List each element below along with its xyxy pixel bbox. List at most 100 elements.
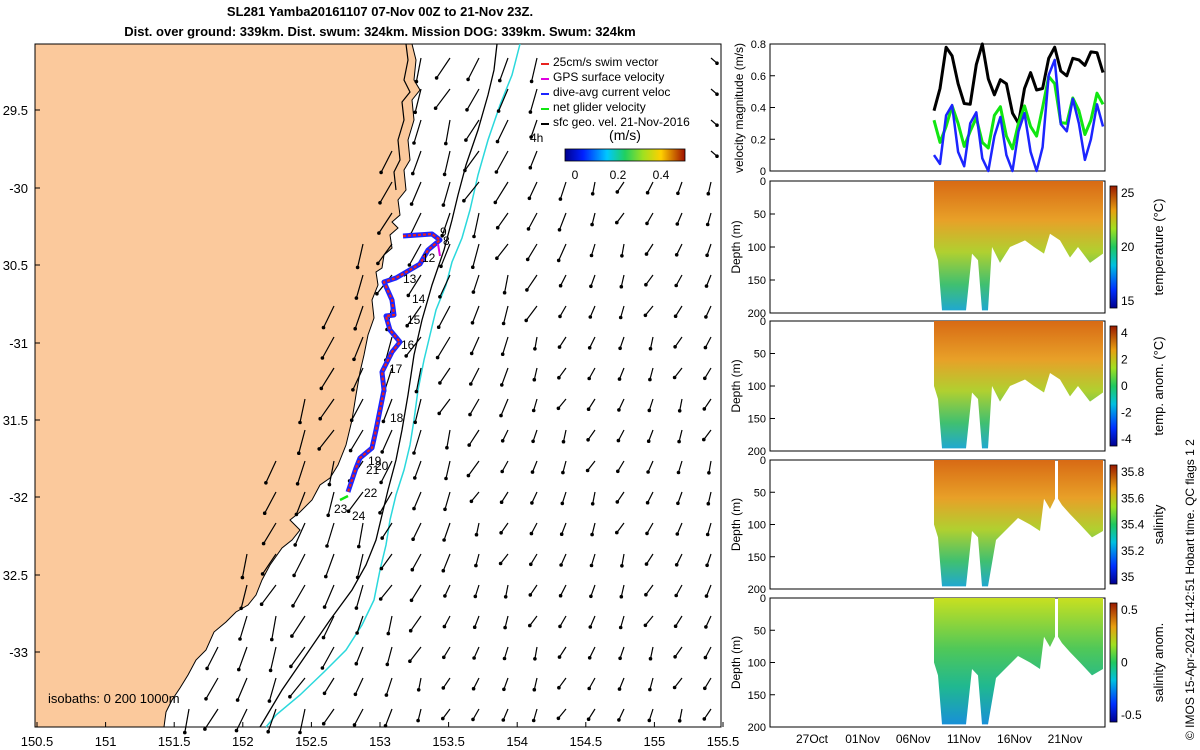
current-vector-head — [495, 139, 500, 144]
current-vector-head — [348, 448, 353, 453]
current-vector-head — [385, 662, 390, 667]
current-vector-head — [499, 531, 503, 535]
current-vector-head — [469, 351, 474, 356]
current-vector-head — [443, 594, 447, 598]
current-vector-head — [406, 293, 411, 298]
current-vector — [240, 584, 248, 609]
current-vector — [440, 243, 451, 267]
colorbar-tick-label: 4 — [1121, 326, 1128, 340]
current-vector — [412, 522, 422, 540]
current-vector-head — [673, 314, 678, 319]
current-vector-head — [444, 141, 448, 146]
current-vector-head — [411, 171, 415, 176]
current-vector-head — [556, 406, 561, 411]
current-vector — [707, 181, 712, 194]
current-vector — [617, 460, 625, 472]
current-vector — [381, 429, 393, 453]
current-vector-head — [466, 77, 470, 82]
current-vector — [322, 615, 335, 638]
current-vector — [504, 615, 509, 628]
current-vector-head — [473, 594, 478, 599]
current-vector-head — [411, 537, 415, 541]
time-tick-label: 27Oct — [796, 732, 829, 746]
current-vector-head — [412, 451, 416, 455]
current-vector-head — [588, 625, 593, 629]
current-vector — [378, 212, 393, 234]
current-vector-head — [529, 79, 534, 84]
current-vector-head — [320, 666, 325, 670]
track-day-label: 8 — [443, 234, 450, 248]
current-vector — [295, 491, 306, 515]
speed-colorbar — [564, 148, 686, 162]
velocity-ytick-label: 0.8 — [751, 39, 766, 51]
current-vector — [561, 491, 567, 504]
current-vector — [353, 336, 364, 360]
current-vector-head — [558, 314, 562, 319]
current-vector-head — [288, 694, 292, 699]
colorbar-tick-label: 0.2 — [610, 168, 627, 182]
current-vector — [264, 491, 277, 514]
map-xtick-label: 155.5 — [707, 734, 740, 749]
current-vector-head — [675, 222, 680, 226]
current-vector-head — [235, 698, 240, 702]
current-vector-head — [645, 221, 649, 226]
current-vector-head — [615, 500, 620, 504]
current-vector — [442, 553, 451, 571]
map-ytick-label: -33 — [9, 645, 28, 660]
current-vector-head — [501, 321, 506, 326]
current-vector-head — [586, 717, 591, 721]
current-vector-head — [645, 500, 650, 505]
current-vector-head — [349, 418, 354, 423]
current-vector — [413, 491, 422, 509]
colorbar-tick-label: 0 — [1121, 379, 1128, 393]
current-vector-head — [384, 693, 389, 697]
current-vector — [676, 212, 683, 225]
legend-label: net glider velocity — [553, 100, 646, 114]
current-vector-head — [525, 257, 530, 262]
plot-title-line2: Dist. over ground: 339km. Dist. swum: 32… — [124, 24, 636, 39]
current-vector — [589, 336, 596, 349]
section-ytick-label: 100 — [748, 381, 766, 393]
current-vector — [588, 708, 596, 720]
current-vector-head — [324, 574, 328, 579]
current-vector-head — [587, 656, 592, 660]
current-vector — [679, 708, 683, 721]
current-vector — [473, 646, 480, 659]
current-vector-head — [353, 692, 358, 697]
current-vector — [470, 367, 480, 385]
current-vector-head — [267, 699, 272, 703]
current-vector — [620, 615, 625, 628]
map-xtick-label: 153 — [369, 734, 391, 749]
current-vector — [674, 646, 683, 658]
current-vector-head — [474, 532, 479, 537]
current-vector-head — [500, 383, 504, 387]
current-vector — [467, 57, 480, 80]
current-vector — [327, 491, 335, 516]
current-vector — [380, 460, 393, 483]
current-vector — [587, 429, 596, 441]
current-vector-head — [529, 562, 533, 567]
current-vector-head — [672, 685, 677, 690]
current-vector — [705, 274, 712, 287]
current-vector-head — [706, 501, 711, 506]
current-vector-head — [702, 717, 707, 721]
current-vector — [472, 243, 480, 268]
current-vector-head — [531, 718, 536, 723]
section-colorbar — [1109, 325, 1118, 447]
current-vector — [410, 584, 422, 601]
map-xtick-label: 155 — [644, 734, 666, 749]
current-vector-head — [590, 502, 595, 506]
current-vector — [406, 305, 422, 327]
current-vector — [618, 398, 625, 411]
current-vector-head — [205, 666, 209, 671]
current-vector — [439, 367, 451, 384]
current-vector — [648, 398, 654, 411]
current-vector — [649, 367, 654, 380]
current-vector — [441, 212, 451, 236]
current-vector-head — [589, 284, 593, 289]
current-vector — [618, 367, 625, 380]
current-vector-head — [238, 637, 242, 641]
current-vector — [205, 677, 219, 700]
track-day-label: 9 — [440, 225, 447, 239]
